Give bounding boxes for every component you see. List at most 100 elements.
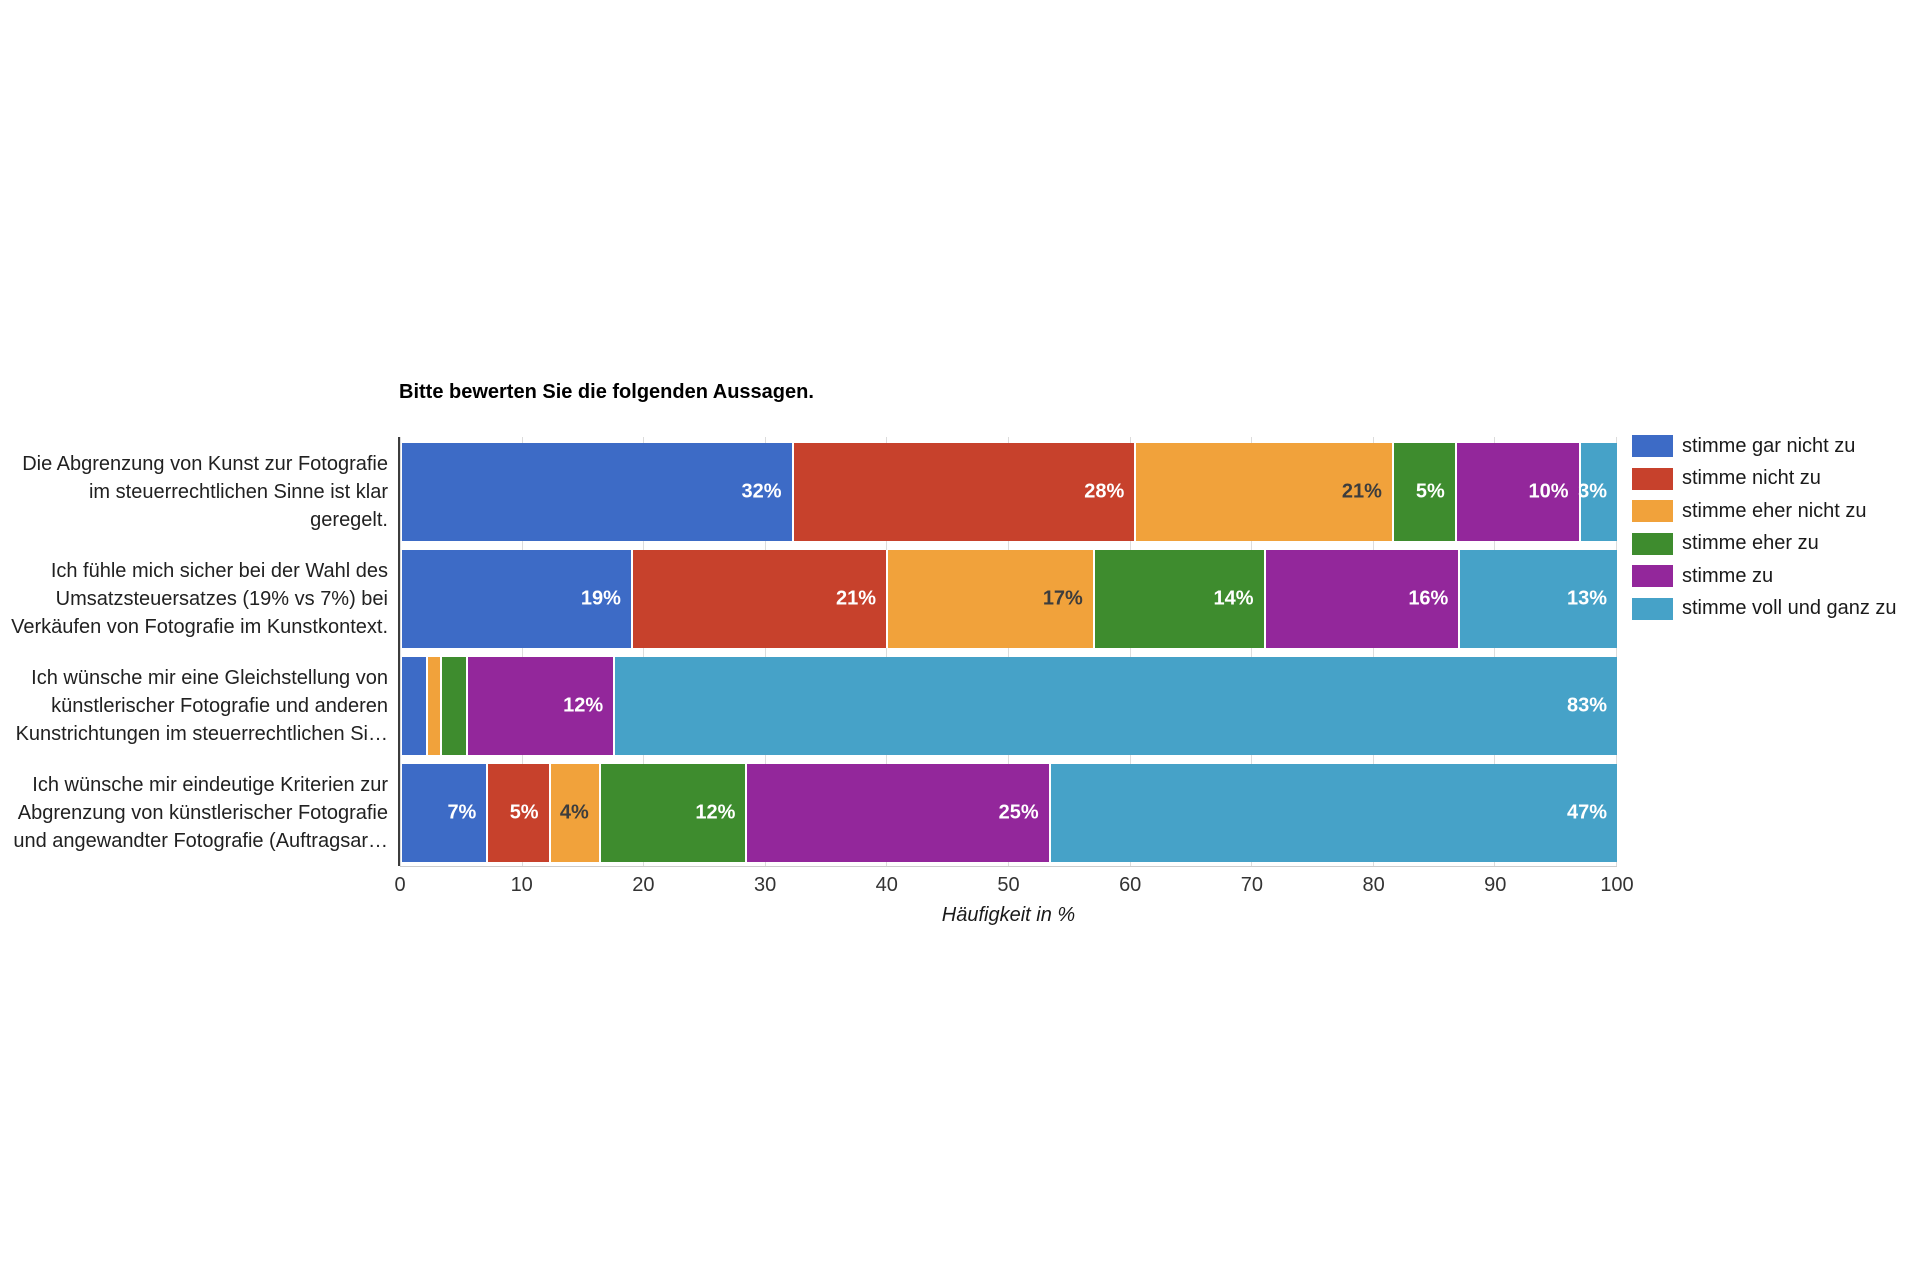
bar-segment: 25% xyxy=(747,764,1051,862)
legend-label: stimme gar nicht zu xyxy=(1682,434,1856,457)
legend-item: stimme eher zu xyxy=(1632,532,1897,555)
bar-value-label: 3% xyxy=(1578,480,1608,503)
chart-row: Die Abgrenzung von Kunst zur Fotografie i… xyxy=(0,443,1618,541)
legend-swatch xyxy=(1632,565,1673,588)
bar-value-label: 7% xyxy=(447,801,477,824)
chart-row: Ich wünsche mir eindeutige Kriterien zur… xyxy=(0,764,1617,862)
bar-segment: 5% xyxy=(1393,443,1457,541)
gridline xyxy=(521,437,523,866)
legend-item: stimme voll und ganz zu xyxy=(1632,597,1897,620)
bar-value-label: 16% xyxy=(1408,587,1449,610)
chart-row: Ich wünsche mir eine Gleichstellung von k… xyxy=(0,657,1617,755)
x-tick-label: 20 xyxy=(632,874,655,896)
category-label-line: Die Abgrenzung von Kunst zur Fotografie xyxy=(22,453,388,475)
bar-value-label: 10% xyxy=(1528,480,1569,503)
bar-segment: 13% xyxy=(1460,550,1617,648)
x-tick-label: 50 xyxy=(997,874,1020,896)
y-axis-line xyxy=(398,437,400,866)
x-axis-title: Häufigkeit in % xyxy=(941,904,1076,926)
category-label-line: Kunstrichtungen im steuerrechtlichen Si… xyxy=(15,723,388,745)
chart-row: Ich fühle mich sicher bei der Wahl des Um… xyxy=(0,550,1617,648)
gridline xyxy=(1494,437,1496,866)
category-label-line: Abgrenzung von künstlerischer Fotografie xyxy=(17,802,388,824)
legend-label: stimme zu xyxy=(1682,564,1774,587)
x-tick-label: 80 xyxy=(1362,874,1385,896)
category-label-line: geregelt. xyxy=(310,509,388,531)
category-label-line: Verkäufen von Fotografie im Kunstkontext… xyxy=(11,616,388,638)
gridline xyxy=(643,437,645,866)
legend-item: stimme nicht zu xyxy=(1632,467,1897,490)
gridline xyxy=(1372,437,1374,866)
category-label-line: und angewandter Fotografie (Auftragsar… xyxy=(13,830,388,852)
bar-segment: 83% xyxy=(615,657,1617,755)
legend-swatch xyxy=(1632,435,1673,457)
bar-value-label: 19% xyxy=(580,587,621,610)
bar-segment: 5% xyxy=(488,764,551,862)
chart-title: Bitte bewerten Sie die folgenden Aussage… xyxy=(399,381,814,403)
legend-swatch xyxy=(1632,467,1673,490)
bar-segment: 32% xyxy=(402,443,794,541)
category-label: Ich wünsche mir eine Gleichstellung von k… xyxy=(0,657,393,755)
legend-label: stimme nicht zu xyxy=(1682,467,1821,490)
x-tick-label: 10 xyxy=(510,874,533,896)
legend-item: stimme gar nicht zu xyxy=(1632,435,1897,457)
bar-value-label: 5% xyxy=(1415,480,1445,503)
legend-swatch xyxy=(1632,532,1673,555)
category-label-line: künstlerischer Fotografie und anderen xyxy=(51,695,388,717)
x-tick-label: 60 xyxy=(1119,874,1142,896)
bar-value-label: 12% xyxy=(695,801,736,824)
bar-value-label: 21% xyxy=(835,587,876,610)
legend-label: stimme eher nicht zu xyxy=(1682,499,1867,522)
category-label-line: Ich fühle mich sicher bei der Wahl des xyxy=(50,560,388,582)
gridline xyxy=(1616,437,1617,866)
bar-value-label: 47% xyxy=(1566,801,1607,824)
bar-value-label: 17% xyxy=(1042,587,1083,610)
legend-label: stimme eher zu xyxy=(1682,532,1819,555)
bar-segment: 47% xyxy=(1050,764,1617,862)
x-tick-label: 90 xyxy=(1484,874,1507,896)
bar-value-label: 12% xyxy=(563,694,604,717)
legend: stimme gar nicht zu stimme nicht zu stimme… xyxy=(1632,435,1897,631)
x-tick-label: 100 xyxy=(1600,874,1634,896)
legend-item: stimme eher nicht zu xyxy=(1632,499,1897,523)
category-label-line: Ich wünsche mir eine Gleichstellung von xyxy=(31,667,388,689)
bar-segment: 17% xyxy=(888,550,1095,648)
bar-segment: 21% xyxy=(1136,443,1394,541)
bar-segment: 7% xyxy=(402,764,489,862)
gridline xyxy=(886,437,888,866)
category-label: Ich fühle mich sicher bei der Wahl des Um… xyxy=(0,550,393,648)
category-label-line: Ich wünsche mir eindeutige Kriterien zur xyxy=(32,774,388,796)
gridline xyxy=(1251,437,1253,866)
bar-rows: Die Abgrenzung von Kunst zur Fotografie i… xyxy=(0,443,1618,871)
legend-label: stimme voll und ganz zu xyxy=(1682,597,1897,620)
legend-swatch xyxy=(1632,500,1673,523)
bar-value-label: 83% xyxy=(1566,694,1607,717)
x-tick-label: 30 xyxy=(753,874,777,896)
stacked-bar: 12% 83% xyxy=(402,657,1617,755)
stacked-bar: 19% 21% 17% 14% 16% 13% xyxy=(402,550,1617,648)
bar-segment: 19% xyxy=(402,550,633,648)
bar-value-label: 28% xyxy=(1084,480,1125,503)
gridline xyxy=(1129,437,1131,866)
gridline xyxy=(1008,437,1009,866)
bar-segment xyxy=(402,657,429,755)
category-label-line: im steuerrechtlichen Sinne ist klar xyxy=(88,481,388,503)
category-label: Die Abgrenzung von Kunst zur Fotografie i… xyxy=(0,443,393,541)
bar-segment: 4% xyxy=(550,764,601,862)
x-tick-label: 40 xyxy=(875,874,898,896)
bar-segment xyxy=(442,657,469,755)
bar-segment: 14% xyxy=(1094,550,1266,648)
category-label: Ich wünsche mir eindeutige Kriterien zur… xyxy=(0,764,393,862)
x-tick-label: 70 xyxy=(1240,874,1264,896)
bar-segment: 21% xyxy=(632,550,888,648)
bar-segment: 3% xyxy=(1578,443,1618,541)
bar-segment: 10% xyxy=(1456,443,1581,541)
bar-value-label: 13% xyxy=(1566,587,1607,610)
plot-area xyxy=(400,437,1617,867)
bar-segment: 12% xyxy=(468,657,616,755)
bar-value-label: 32% xyxy=(741,480,782,503)
stacked-bar: 32% 28% 21% 5% 10% 3% xyxy=(402,443,1618,541)
bar-segment: 12% xyxy=(600,764,748,862)
bar-segment xyxy=(428,657,443,755)
bar-segment: 16% xyxy=(1265,550,1461,648)
